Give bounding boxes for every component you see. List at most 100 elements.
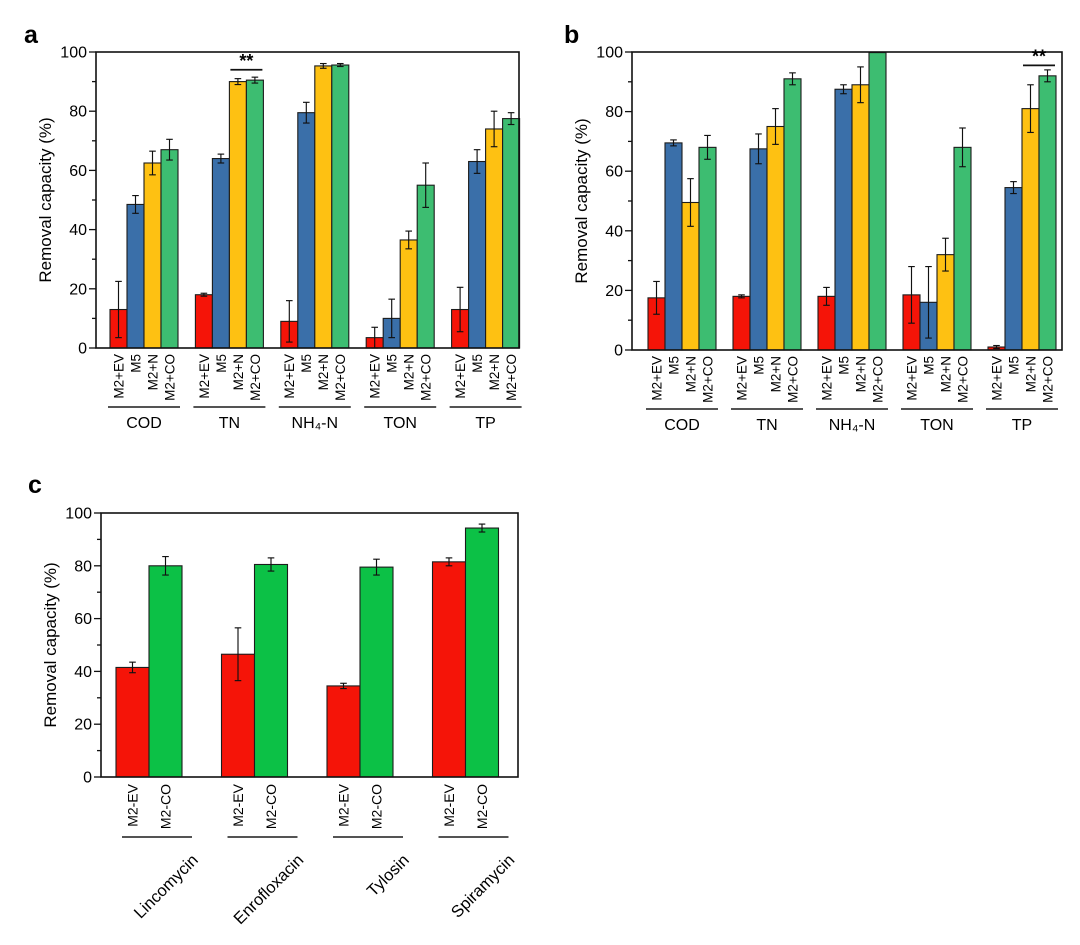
- bar-label: M5: [751, 356, 766, 375]
- bars: [109, 62, 521, 349]
- bar-label: M2+N: [402, 354, 417, 390]
- bar-label: M5: [666, 356, 681, 375]
- group-label: Tylosin: [364, 851, 413, 900]
- bar-label: M5: [836, 356, 851, 375]
- bar-label: M2+EV: [734, 356, 749, 401]
- bar-label: M2+EV: [197, 354, 212, 399]
- bar-label: M5: [299, 354, 314, 373]
- bar-label: M2+CO: [1040, 356, 1055, 403]
- bar: [211, 158, 230, 349]
- group-label: COD: [664, 417, 700, 434]
- bar: [359, 566, 394, 778]
- bar-label: M2+CO: [870, 356, 885, 403]
- bar: [953, 146, 972, 351]
- significance-marker: **: [230, 51, 263, 71]
- bar-label: M2-CO: [158, 784, 174, 829]
- y-axis: 0 20 40 60 80 100 Removal capacity (%): [572, 45, 632, 360]
- significance-stars: **: [1032, 46, 1046, 66]
- bar-label: M5: [1006, 356, 1021, 375]
- bar: [485, 128, 504, 349]
- group-label: TN: [756, 417, 777, 434]
- bar-label: M2+CO: [785, 356, 800, 403]
- bar: [851, 84, 870, 351]
- bar: [868, 52, 887, 351]
- y-tick-label: 60: [69, 163, 87, 180]
- y-tick-label: 60: [605, 164, 623, 181]
- bar-label: M2+CO: [333, 354, 348, 401]
- bar: [416, 184, 435, 349]
- bar: [314, 65, 333, 349]
- bar-label: M2+EV: [649, 356, 664, 401]
- bar-label: M2-CO: [369, 784, 385, 829]
- panel-c-letter: c: [28, 471, 42, 499]
- bar-label: M2+N: [316, 354, 331, 390]
- y-axis: 0 20 40 60 80 100 Removal capacity (%): [41, 506, 101, 787]
- bar-label: M2+EV: [989, 356, 1004, 401]
- bar: [834, 88, 853, 351]
- y-tick-label: 40: [605, 223, 623, 240]
- bar-label: M2+N: [683, 356, 698, 392]
- bar-label: M2+N: [853, 356, 868, 392]
- bars: [647, 52, 1057, 351]
- bar-label: M2+EV: [111, 354, 126, 399]
- group-label: TN: [219, 415, 240, 432]
- bar: [502, 118, 521, 349]
- y-tick-label: 20: [605, 283, 623, 300]
- bar-label: M2+N: [231, 354, 246, 390]
- bar: [464, 527, 500, 778]
- y-axis-title: Removal capacity (%): [572, 118, 591, 283]
- group-label: Enrofloxacin: [230, 851, 307, 928]
- bar-label: M2+EV: [453, 354, 468, 399]
- bar-label: M2+CO: [700, 356, 715, 403]
- y-axis-title: Removal capacity (%): [41, 562, 60, 727]
- bar: [331, 64, 350, 349]
- bar-label: M5: [214, 354, 229, 373]
- bar-label: M2+CO: [419, 354, 434, 401]
- y-tick-label: 80: [69, 104, 87, 121]
- group-label: TP: [475, 415, 495, 432]
- bar: [783, 78, 802, 351]
- y-tick-label: 0: [83, 770, 92, 787]
- bar: [228, 81, 247, 349]
- bar: [399, 239, 418, 349]
- bar: [468, 160, 487, 349]
- bar-label: M2+N: [487, 354, 502, 390]
- y-tick-label: 100: [60, 45, 87, 62]
- bar: [126, 203, 145, 349]
- group-label: TON: [383, 415, 416, 432]
- bar-label: M5: [470, 354, 485, 373]
- bar-label: M5: [921, 356, 936, 375]
- group-label: Lincomycin: [131, 851, 202, 922]
- y-tick-label: 80: [605, 104, 623, 121]
- bar: [245, 79, 264, 349]
- panel-a-letter: a: [24, 21, 38, 49]
- plot-frame: [100, 512, 519, 778]
- group-label: COD: [126, 415, 162, 432]
- group-label: TON: [920, 417, 953, 434]
- bar-label: M2+N: [1023, 356, 1038, 392]
- bar-label: M2-EV: [441, 783, 457, 826]
- bar-label: M2+N: [938, 356, 953, 392]
- bar-label: M2+EV: [368, 354, 383, 399]
- y-tick-label: 0: [78, 341, 87, 358]
- bar-label: M2+EV: [282, 354, 297, 399]
- bar: [749, 148, 768, 351]
- bar-label: M2-CO: [474, 784, 490, 829]
- plot-frame: [631, 51, 1063, 351]
- bar: [115, 666, 150, 778]
- bar-label: M2-CO: [263, 784, 279, 829]
- bar: [1038, 75, 1057, 351]
- y-tick-label: 20: [69, 281, 87, 298]
- group-label: TP: [1012, 417, 1032, 434]
- y-tick-label: 100: [596, 45, 623, 62]
- y-tick-label: 20: [74, 717, 92, 734]
- group-label: NH₄-N: [292, 415, 339, 432]
- bar: [1004, 187, 1023, 351]
- bar: [297, 112, 316, 349]
- y-tick-label: 40: [69, 222, 87, 239]
- y-axis-title: Removal capacity (%): [36, 117, 55, 282]
- bar-label: M2+N: [768, 356, 783, 392]
